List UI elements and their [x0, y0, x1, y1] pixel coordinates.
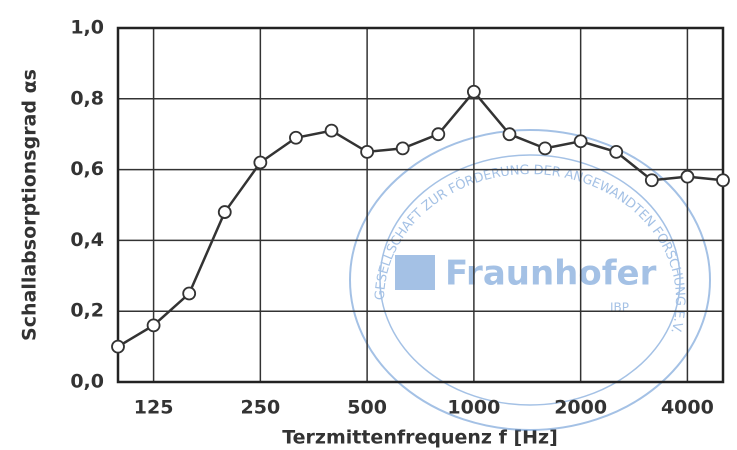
x-tick-label: 500 — [347, 397, 387, 419]
data-point — [573, 134, 588, 149]
x-axis-label: Terzmittenfrequenz f [Hz] — [282, 427, 558, 449]
data-point — [360, 144, 375, 159]
stamp-ring-text: GESELLSCHAFT ZUR FÖRDERUNG DER ANGEWANDT… — [372, 162, 687, 335]
data-line — [117, 89, 724, 348]
data-point — [217, 205, 232, 219]
y-tick-label: 0,4 — [70, 229, 104, 251]
y-axis-label: Schallabsorptionsgrad αs — [19, 69, 41, 341]
data-point — [644, 173, 659, 188]
data-point — [289, 130, 303, 145]
data-point — [538, 141, 552, 156]
data-point — [182, 286, 197, 301]
data-point — [716, 173, 730, 188]
y-tick-label: 0,6 — [70, 158, 104, 180]
data-point — [609, 144, 624, 159]
stamp-ring — [349, 129, 711, 431]
data-point — [253, 155, 268, 170]
stamp-text: IBP — [610, 301, 629, 315]
data-point — [466, 84, 481, 99]
x-tick-label: 4000 — [661, 397, 714, 419]
plot-frame — [116, 26, 725, 384]
data-point — [502, 127, 517, 142]
y-tick-label: 0,2 — [70, 300, 104, 322]
data-point — [431, 127, 446, 142]
stamp-logo — [395, 255, 435, 290]
x-tick-label: 1000 — [447, 397, 500, 419]
x-tick-label: 250 — [241, 397, 281, 419]
data-point — [146, 318, 161, 333]
x-tick-label: 2000 — [554, 397, 607, 419]
y-tick-label: 0,0 — [70, 371, 104, 393]
x-tick-label: 125 — [134, 397, 174, 419]
y-tick-label: 1,0 — [70, 17, 104, 39]
data-point — [395, 141, 410, 156]
data-point — [680, 169, 695, 184]
data-point — [111, 339, 125, 354]
data-point — [324, 123, 339, 138]
y-tick-label: 0,8 — [70, 87, 104, 109]
stamp-text: Fraunhofer — [445, 254, 657, 294]
stamp-ring-text: GESELLSCHAFT ZUR FÖRDERUNG DER ANGEWANDT… — [372, 162, 687, 335]
stamp-ring — [379, 154, 681, 406]
